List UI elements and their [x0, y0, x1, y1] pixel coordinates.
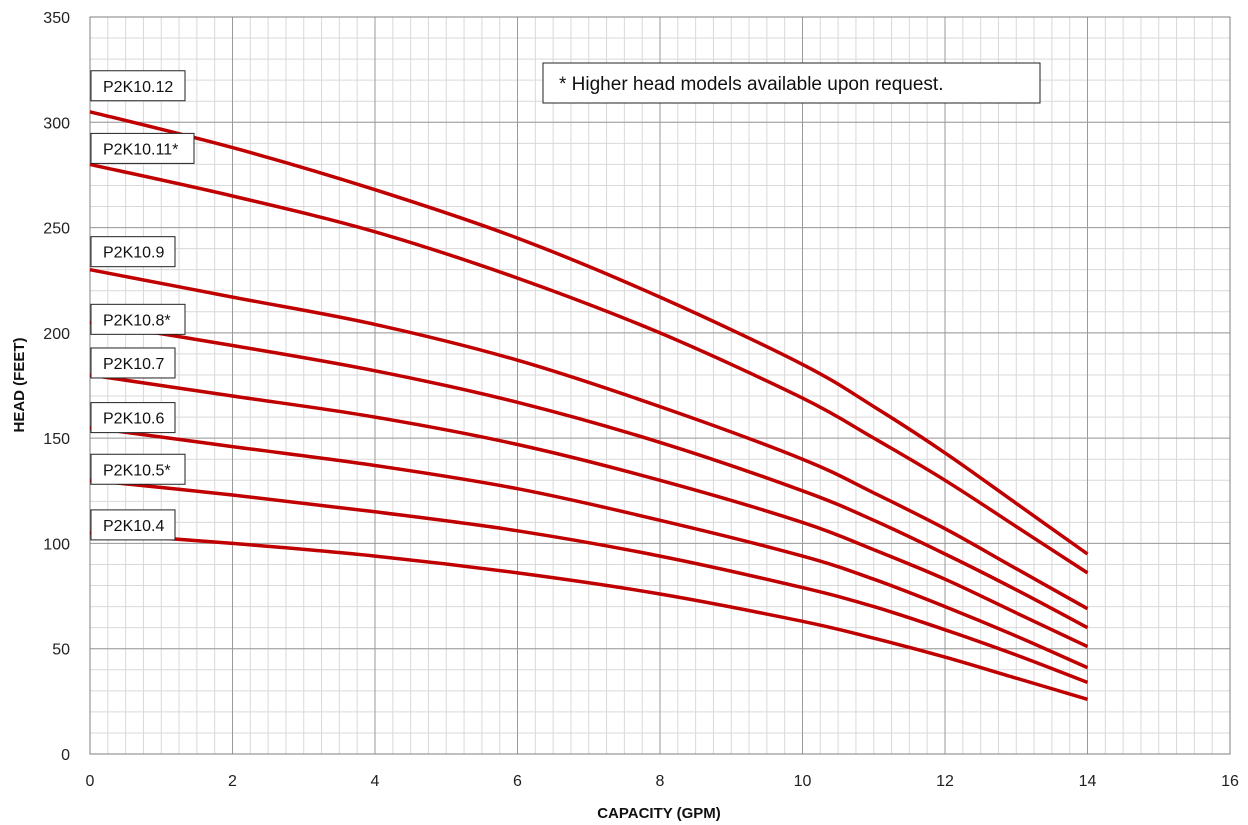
series-label-text: P2K10.11*: [103, 141, 178, 158]
series-label-3: P2K10.8*: [91, 304, 185, 334]
series-labels: P2K10.12 P2K10.11* P2K10.9 P2K10.8* P2K10.7 P…: [91, 71, 194, 540]
series-label-7: P2K10.4: [91, 510, 175, 540]
series-label-6: P2K10.5*: [91, 454, 185, 484]
y-tick-label: 0: [61, 747, 70, 764]
major-grid: [90, 17, 1230, 754]
series-label-text: P2K10.8*: [103, 312, 171, 329]
series-label-text: P2K10.5*: [103, 462, 171, 479]
y-tick-label: 350: [43, 10, 70, 27]
series-label-text: P2K10.4: [103, 518, 164, 535]
y-tick-label: 150: [43, 431, 70, 448]
series-label-text: P2K10.7: [103, 356, 164, 373]
y-tick-label: 200: [43, 326, 70, 343]
series-label-4: P2K10.7: [91, 348, 175, 378]
x-tick-label: 10: [794, 773, 812, 790]
y-tick-label: 100: [43, 536, 70, 553]
x-tick-label: 14: [1079, 773, 1097, 790]
x-tick-label: 4: [371, 773, 380, 790]
series-label-2: P2K10.9: [91, 237, 175, 267]
x-tick-label: 16: [1221, 773, 1239, 790]
series-label-text: P2K10.12: [103, 79, 173, 96]
x-tick-label: 6: [513, 773, 522, 790]
x-tick-label: 12: [936, 773, 954, 790]
series-label-0: P2K10.12: [91, 71, 185, 101]
series-label-text: P2K10.9: [103, 245, 164, 262]
series-label-text: P2K10.6: [103, 411, 164, 428]
x-axis-title: CAPACITY (GPM): [597, 805, 721, 822]
series-label-5: P2K10.6: [91, 403, 175, 433]
series-label-1: P2K10.11*: [91, 133, 194, 163]
y-tick-label: 50: [52, 642, 70, 659]
x-tick-label: 8: [656, 773, 665, 790]
note-text: * Higher head models available upon requ…: [559, 74, 943, 95]
y-tick-label: 250: [43, 221, 70, 238]
y-tick-label: 300: [43, 115, 70, 132]
x-tick-label: 0: [86, 773, 95, 790]
y-axis-title: HEAD (FEET): [11, 338, 28, 433]
note-box: * Higher head models available upon requ…: [543, 63, 1040, 103]
x-tick-label: 2: [228, 773, 237, 790]
